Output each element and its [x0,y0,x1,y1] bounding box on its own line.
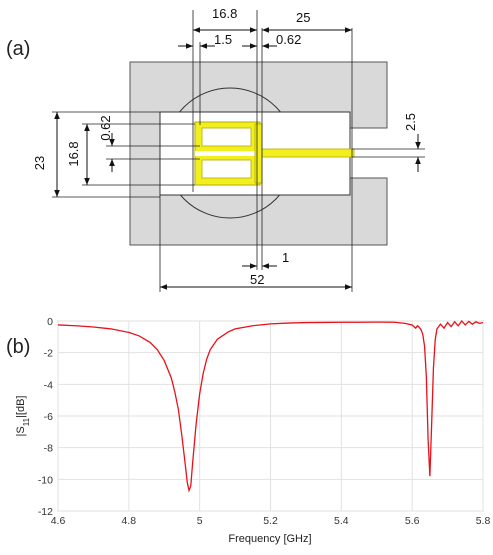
x-tick-label: 5.4 [334,515,349,527]
y-tick-label: 0 [47,316,53,328]
y-tick-label: -6 [44,411,53,423]
extension-lines [52,10,425,292]
x-tick-label: 4.6 [51,515,66,527]
panel-b-label: (b) [6,336,30,358]
y-tick-label: -12 [38,506,53,518]
svg-text:|S11|[dB]: |S11|[dB] [15,396,31,437]
x-tick-label: 5.2 [263,515,278,527]
y-tick-label: -4 [44,379,53,391]
y-tick-label: -2 [44,348,53,360]
dim-total-width: 52 [250,272,264,287]
x-axis-label: Frequency [GHz] [228,533,311,545]
panel-a-label: (a) [6,38,30,60]
dim-height-total: 23 [32,156,47,170]
panel-a: (a) [6,6,425,292]
tick-labels: 4.6 4.8 5 5.2 5.4 5.6 5.8 0 -2 -4 -6 -8 -10 -12 [38,316,491,527]
dim-line-gap: 0.62 [276,32,301,47]
x-tick-label: 5.8 [476,515,491,527]
dim-total-length-right: 25 [296,10,310,25]
grid-lines [57,320,484,512]
radiating-patch [194,121,263,186]
y-axis-label: |S11|[dB] [15,396,31,437]
x-tick-label: 5 [197,515,203,527]
y-tick-label: -10 [38,474,53,486]
dim-feed-width: 2.5 [403,113,418,131]
dimension-arrows [54,27,421,290]
y-tick-label: -8 [44,443,53,455]
panel-b: (b) 4.6 4.8 5 5.2 5.4 5.6 5.8 0 -2 -4 -6 -8 -10 -12 F… [6,316,490,545]
x-tick-label: 5.6 [405,515,420,527]
s11-curve [57,319,484,493]
x-tick-label: 4.8 [122,515,137,527]
dim-slot-outer-width: 16.8 [212,6,237,21]
dim-inner-height: 16.8 [66,141,81,166]
feed-line [261,148,355,158]
dim-left-gap: 0.62 [98,115,113,140]
dim-bottom-gap: 1 [282,250,289,265]
dim-slot-gap: 1.5 [214,32,232,47]
